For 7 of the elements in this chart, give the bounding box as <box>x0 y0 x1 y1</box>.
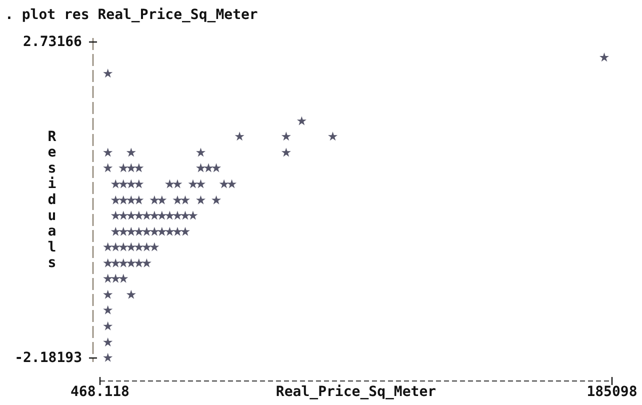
x-tick-label: 468.118 <box>70 384 130 400</box>
y-tick-label: -2.18193 <box>14 350 82 366</box>
text: Residuals <box>48 128 56 272</box>
x-tick-label: 185098 <box>586 384 638 400</box>
y-tick-label: 2.73166 <box>22 34 82 50</box>
x-axis-title: Real_Price_Sq_Meter <box>276 384 436 400</box>
chart-title: . plot res Real_Price_Sq_Meter <box>5 7 258 23</box>
